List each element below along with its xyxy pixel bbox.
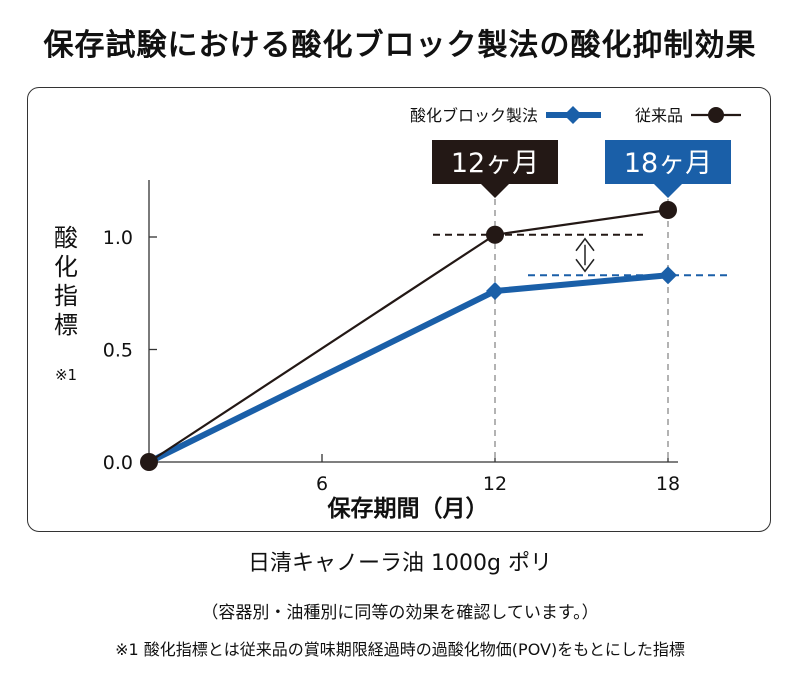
y-axis-title-char: 指 [54, 282, 78, 310]
note-text: （容器別・油種別に同等の効果を確認しています。） [201, 603, 599, 623]
legend-label-block-method: 酸化ブロック製法 [410, 106, 538, 125]
legend-marker-block-method [564, 106, 582, 124]
data-point-conventional [140, 453, 158, 471]
y-tick-label: 1.0 [103, 227, 133, 249]
difference-arrow-head-bottom [575, 258, 595, 273]
data-point-block-method [486, 282, 504, 300]
x-tick-label: 18 [656, 473, 680, 495]
difference-arrow-head-top [575, 237, 595, 252]
data-point-block-method [659, 266, 677, 285]
y-axis-title-note: ※1 [55, 366, 77, 384]
callout-box [605, 140, 731, 198]
x-axis-title: 保存期間（月） [327, 495, 489, 522]
y-tick-label: 0.5 [103, 340, 133, 362]
legend-label-conventional: 従来品 [635, 106, 683, 125]
chart-panel: 0.0 0.5 1.0 6 12 18 12ヶ月 18ヶ月 酸化ブロック製法 従来品酸化指標 ※1 保… [27, 87, 771, 532]
callout-label: 18ヶ月 [624, 148, 712, 179]
y-tick-label: 0.0 [103, 452, 133, 474]
chart-title: 保存試験における酸化ブロック製法の酸化抑制効果 [43, 28, 757, 63]
series-line-block-method [147, 272, 669, 465]
data-point-conventional [486, 225, 504, 244]
y-axis-title-char: 酸 [54, 224, 78, 252]
product-label: 日清キャノーラ油 1000g ポリ [248, 551, 552, 576]
footnote-text: ※1 酸化指標とは従来品の賞味期限経過時の過酸化物価(POV)をもとにした指標 [115, 640, 685, 659]
callout-label: 12ヶ月 [451, 148, 539, 179]
y-axis-title-char: 標 [54, 311, 78, 339]
callout-box [432, 140, 558, 198]
x-tick-label: 6 [316, 473, 328, 495]
y-axis-title-char: 化 [54, 253, 78, 281]
data-point-conventional [659, 201, 677, 219]
x-tick-label: 12 [483, 473, 507, 495]
legend-marker-conventional [708, 107, 724, 123]
